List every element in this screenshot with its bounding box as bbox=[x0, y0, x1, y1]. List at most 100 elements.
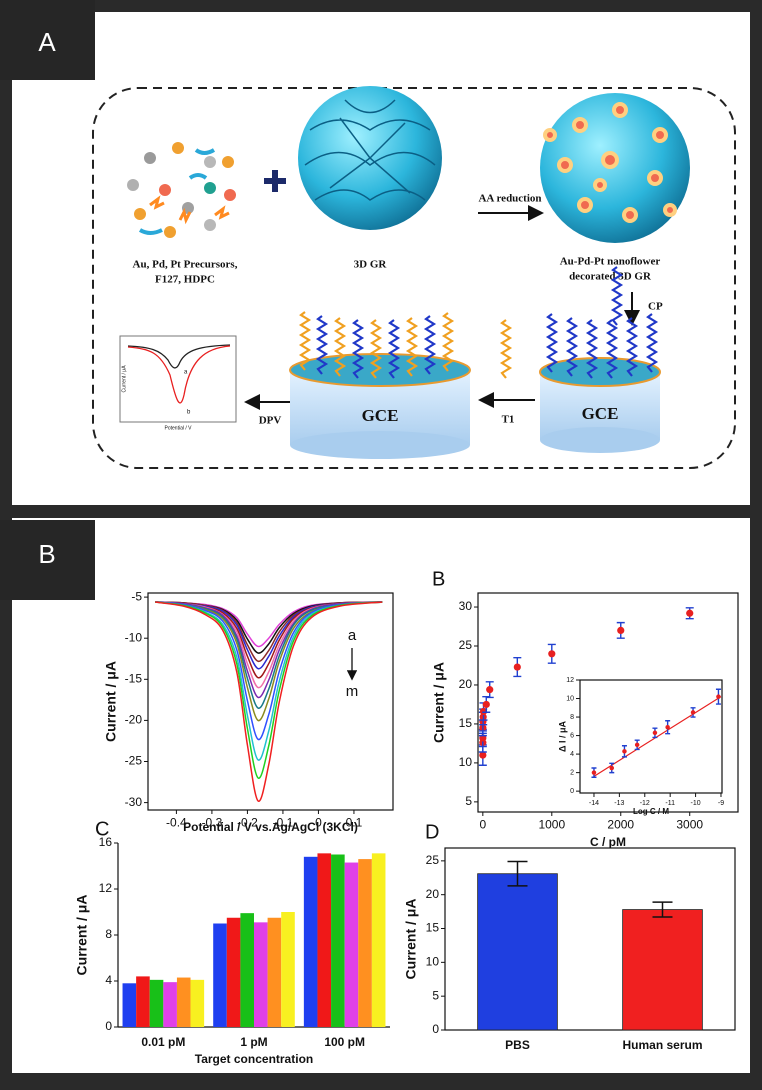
label: F127, HDPC bbox=[155, 274, 215, 286]
x-tick-label: -10 bbox=[691, 800, 701, 807]
x-tick-label: -0.2 bbox=[237, 815, 258, 829]
point bbox=[716, 694, 721, 699]
point bbox=[690, 710, 696, 715]
panel-label: B bbox=[38, 539, 55, 569]
mini-curve bbox=[127, 345, 231, 404]
bar bbox=[477, 873, 558, 1031]
x-axis-label: Potential / V vs.Ag/AgCl (3KCl) bbox=[183, 820, 358, 834]
label: GCE bbox=[582, 404, 619, 423]
x-tick-label: 0.01 pM bbox=[141, 1035, 185, 1049]
bar bbox=[213, 923, 227, 1027]
bar bbox=[163, 982, 177, 1027]
x-tick-label: -0.3 bbox=[202, 815, 223, 829]
point bbox=[634, 742, 640, 748]
x-tick-label: -13 bbox=[614, 800, 624, 807]
y-tick-label: 8 bbox=[105, 927, 112, 941]
bar bbox=[190, 979, 205, 1027]
bar bbox=[371, 853, 386, 1027]
x-tick-label: -0.4 bbox=[166, 815, 187, 829]
y-tick-label: 20 bbox=[426, 887, 440, 901]
label: decorated 3D GR bbox=[569, 271, 652, 283]
y-tick-label: 10 bbox=[459, 755, 473, 769]
y-tick-label: 5 bbox=[465, 794, 472, 808]
y-tick-label: -30 bbox=[125, 795, 143, 809]
panel-label: A bbox=[38, 27, 56, 57]
bar bbox=[358, 859, 372, 1027]
y-tick-label: 15 bbox=[426, 921, 440, 935]
x-tick-label: PBS bbox=[505, 1038, 530, 1052]
y-axis-label: Current / μA bbox=[403, 899, 419, 980]
y-axis-label: Current / μA bbox=[103, 661, 119, 742]
label: Potential / V bbox=[165, 425, 193, 431]
y-tick-label: -20 bbox=[125, 713, 143, 727]
bar bbox=[149, 979, 164, 1027]
x-tick-label: 100 pM bbox=[324, 1035, 365, 1049]
label: DPV bbox=[259, 415, 282, 427]
annotation: a bbox=[348, 627, 357, 644]
point bbox=[609, 765, 615, 771]
inset-background bbox=[580, 680, 722, 793]
plus bbox=[264, 170, 286, 192]
x-tick-label: 0 bbox=[479, 817, 486, 831]
bar bbox=[267, 917, 282, 1027]
x-tick-label: -11 bbox=[665, 800, 675, 807]
point bbox=[665, 724, 670, 730]
label: Au-Pd-Pt nanoflower bbox=[560, 256, 661, 268]
y-tick-label: 25 bbox=[426, 853, 440, 867]
bar bbox=[136, 976, 150, 1027]
label: CP bbox=[648, 301, 663, 313]
y-tick-label: 25 bbox=[459, 638, 473, 652]
dashed-border bbox=[92, 87, 736, 469]
bar bbox=[226, 917, 241, 1027]
fit-line bbox=[593, 696, 722, 777]
label: T1 bbox=[502, 414, 515, 426]
label: a bbox=[184, 370, 188, 376]
label: b bbox=[187, 410, 191, 416]
bar bbox=[317, 853, 332, 1027]
x-tick-label: 3000 bbox=[676, 817, 703, 831]
point bbox=[479, 751, 487, 759]
x-tick-label: 0 bbox=[315, 815, 322, 829]
y-tick-label: -15 bbox=[125, 671, 143, 685]
label: Au, Pd, Pt Precursors, bbox=[133, 259, 238, 271]
point bbox=[548, 650, 556, 658]
tab bbox=[0, 0, 95, 80]
x-tick-label: -12 bbox=[640, 800, 650, 807]
y-axis-label: Current / μA bbox=[74, 895, 90, 976]
line bbox=[155, 601, 383, 741]
bar bbox=[176, 977, 191, 1027]
y-axis-label: Δ I / μA bbox=[557, 721, 567, 752]
y-tick-label: 30 bbox=[459, 599, 473, 613]
y-tick-label: 0 bbox=[570, 788, 574, 795]
bar bbox=[240, 913, 254, 1027]
plot-frame bbox=[477, 592, 739, 813]
x-axis-label: Log C / M bbox=[633, 807, 669, 816]
x-tick-label: Human serum bbox=[622, 1038, 702, 1052]
y-tick-label: 4 bbox=[105, 973, 112, 987]
x-tick-label: -0.1 bbox=[273, 815, 294, 829]
bar bbox=[622, 909, 703, 1031]
line bbox=[155, 601, 383, 699]
label: AA reduction bbox=[478, 193, 541, 205]
y-tick-label: 6 bbox=[570, 732, 574, 739]
x-tick-label: -14 bbox=[589, 800, 599, 807]
point bbox=[486, 686, 494, 694]
bar bbox=[331, 854, 345, 1027]
y-tick-label: -10 bbox=[125, 630, 143, 644]
x-tick-label: 0.1 bbox=[346, 815, 363, 829]
precursor-particles bbox=[127, 142, 238, 238]
y-tick-label: -5 bbox=[131, 589, 142, 603]
y-tick-label: 10 bbox=[566, 695, 574, 702]
y-tick-label: 0 bbox=[105, 1019, 112, 1033]
bar bbox=[254, 922, 268, 1027]
label: GCE bbox=[362, 406, 399, 425]
y-tick-label: 15 bbox=[459, 716, 473, 730]
petals bbox=[304, 99, 436, 201]
panel-label: C bbox=[95, 818, 109, 840]
error-bar bbox=[652, 901, 673, 918]
y-tick-label: 10 bbox=[426, 955, 440, 969]
y-tick-label: 20 bbox=[459, 677, 473, 691]
x-tick-label: 2000 bbox=[607, 817, 634, 831]
